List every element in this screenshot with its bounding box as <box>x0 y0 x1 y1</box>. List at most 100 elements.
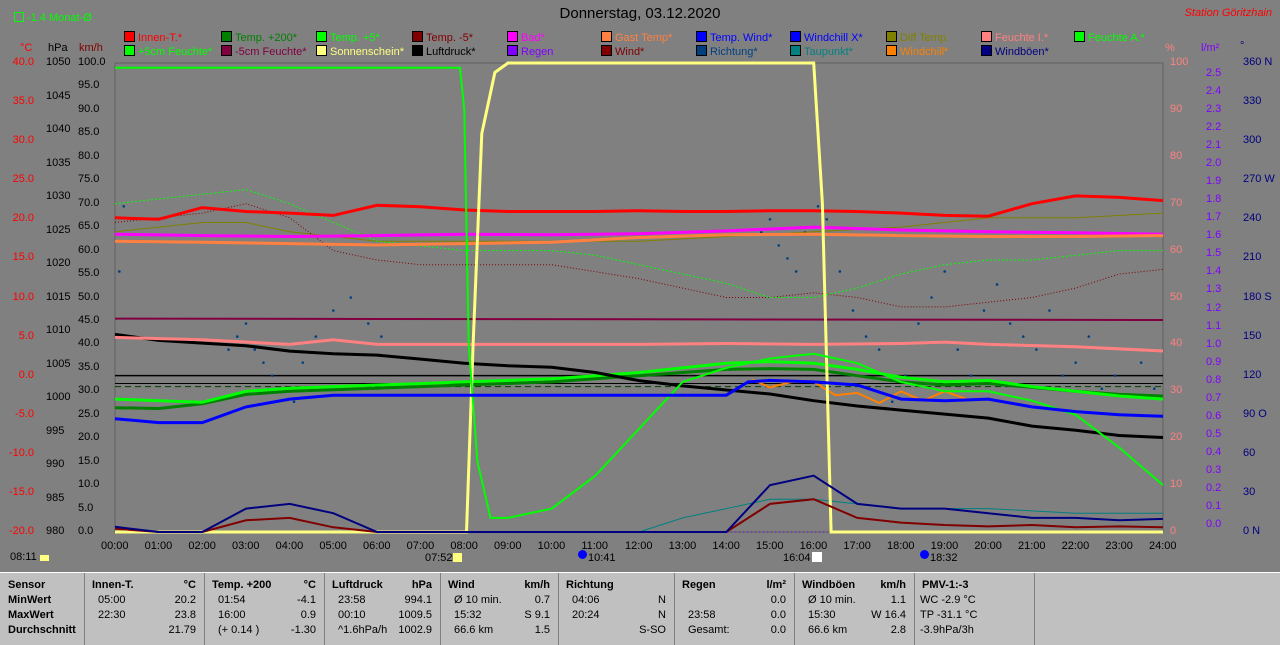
stat-time: 16:00 <box>218 609 246 621</box>
legend-swatch <box>601 31 612 42</box>
time-tick: 10:00 <box>537 540 566 552</box>
stat-value: S 9.1 <box>524 609 550 621</box>
legend-swatch <box>316 31 327 42</box>
direction-tick: 60 <box>1243 446 1256 459</box>
richtung-dot <box>851 309 855 312</box>
weather-chart <box>114 61 1164 534</box>
series-line-9 <box>115 66 1164 519</box>
time-tick: 19:00 <box>930 540 959 552</box>
hpa-tick: 980 <box>46 525 65 537</box>
time-tick: 04:00 <box>275 540 304 552</box>
lm2-unit: l/m² <box>1201 42 1220 54</box>
series-line-3 <box>114 332 1164 439</box>
legend-item[interactable]: Windchill* <box>886 45 948 58</box>
legend-item[interactable]: Regen <box>507 45 553 58</box>
stat-column: Regen l/m² 0.0 23:58 0.0 Gesamt: 0.0 <box>674 573 795 645</box>
legend-swatch <box>412 31 423 42</box>
legend-item[interactable]: Wind* <box>601 45 645 58</box>
legend-item[interactable]: Innen-T.* <box>124 31 183 44</box>
time-tick: 23:00 <box>1105 540 1133 552</box>
stat-time: 00:10 <box>338 609 366 621</box>
time-tick: 02:00 <box>188 540 216 552</box>
legend-label: Bad* <box>521 32 545 44</box>
legend-item[interactable]: Bad* <box>507 31 545 44</box>
legend-swatch <box>124 31 135 42</box>
lm2-tick: 1.8 <box>1206 193 1222 206</box>
celsius-tick: -20.0 <box>8 525 34 537</box>
legend-item[interactable]: Temp. +200* <box>221 31 298 44</box>
lm2-tick: 1.3 <box>1206 283 1222 296</box>
legend-item[interactable]: Temp. -5* <box>412 31 473 44</box>
legend-item[interactable]: Taupunkt* <box>790 45 853 58</box>
legend-label: Temp. Wind* <box>710 32 773 44</box>
stat-unit: km/h <box>880 579 906 591</box>
stat-value: -4.1 <box>297 594 316 606</box>
time-tick: 21:00 <box>1018 540 1046 552</box>
legend-swatch <box>124 45 135 56</box>
row-label-min: MinWert <box>8 594 52 606</box>
percent-tick: 10 <box>1170 478 1183 491</box>
stat-time: 15:32 <box>454 609 482 621</box>
legend-label: Temp. +200* <box>235 32 298 44</box>
direction-tick: 270 W <box>1243 173 1275 186</box>
lm2-tick: 2.0 <box>1206 157 1222 170</box>
hpa-tick: 1050 <box>46 56 71 68</box>
legend-item[interactable]: Temp. Wind* <box>696 31 773 44</box>
richtung-dot <box>301 361 305 364</box>
row-labels: Sensor MinWert MaxWert Durchschnitt <box>0 573 85 645</box>
legend-item[interactable]: Richtung* <box>696 45 758 58</box>
legend-swatch <box>981 45 992 56</box>
legend-item[interactable]: Feuchte A.* <box>1074 31 1145 44</box>
hpa-tick: 1000 <box>46 391 71 403</box>
richtung-dot <box>982 309 986 312</box>
station-name: Station Göritzhain <box>1184 7 1272 19</box>
stat-time: -3.9hPa/3h <box>920 624 974 636</box>
checkbox-icon[interactable] <box>14 12 24 22</box>
legend-item[interactable]: -5cm Feuchte* <box>221 45 307 58</box>
legend-item[interactable]: Feuchte I.* <box>981 31 1048 44</box>
moonset-icon <box>920 550 929 559</box>
time-tick: 22:00 <box>1061 540 1090 552</box>
stat-column: Windböen km/h Ø 10 min. 1.1 15:30 W 16.4 66.6 … <box>794 573 915 645</box>
hpa-tick: 1045 <box>46 89 71 102</box>
richtung-dot <box>943 270 946 273</box>
legend-label: Wind* <box>615 46 645 58</box>
stat-time: 23:58 <box>338 594 366 606</box>
stat-value: 23.8 <box>174 609 196 621</box>
time-tick: 14:00 <box>712 540 740 552</box>
stat-value: 0.0 <box>770 594 786 606</box>
lm2-tick: 0.6 <box>1206 409 1222 422</box>
row-label-max: MaxWert <box>8 609 54 621</box>
legend-item[interactable]: Windchill X* <box>790 31 863 44</box>
legend-label: Innen-T.* <box>138 32 183 44</box>
lm2-tick: 0.2 <box>1206 481 1222 494</box>
series-line-0 <box>114 194 1164 221</box>
percent-unit: % <box>1165 42 1175 54</box>
legend-swatch <box>981 31 992 42</box>
first-time-label: 08:11 <box>10 551 37 563</box>
legend-item[interactable]: Gast Temp* <box>601 31 672 44</box>
richtung-dot <box>118 270 121 273</box>
richtung-dot <box>794 270 798 273</box>
lm2-tick: 2.2 <box>1206 121 1222 134</box>
legend-swatch <box>316 45 327 56</box>
sunrise-icon <box>453 553 462 562</box>
direction-tick: 330 <box>1243 95 1262 108</box>
stat-header: Windböen <box>802 579 856 591</box>
richtung-dot <box>777 244 781 247</box>
celsius-tick: 15.0 <box>12 251 34 264</box>
legend-item[interactable]: Temp. +5* <box>316 31 380 44</box>
legend-item[interactable]: Sonnenschein* <box>316 45 404 58</box>
hpa-tick: 1020 <box>46 257 71 269</box>
legend-item[interactable]: Diff Temp. <box>886 31 949 44</box>
kmh-tick: 25.0 <box>78 407 100 420</box>
legend-label: -5cm Feuchte* <box>235 46 307 58</box>
legend-item[interactable]: Luftdruck* <box>412 45 476 58</box>
legend-item[interactable]: Windböen* <box>981 45 1049 58</box>
monthly-average-status[interactable]: -1.4 Monat-Ø <box>14 12 92 24</box>
legend-label: Feuchte A.* <box>1088 32 1145 44</box>
legend-item[interactable]: +5cm Feuchte* <box>124 45 212 58</box>
hpa-tick: 1010 <box>46 324 71 336</box>
richtung-dot <box>1100 387 1104 390</box>
kmh-tick: 50.0 <box>78 290 100 303</box>
